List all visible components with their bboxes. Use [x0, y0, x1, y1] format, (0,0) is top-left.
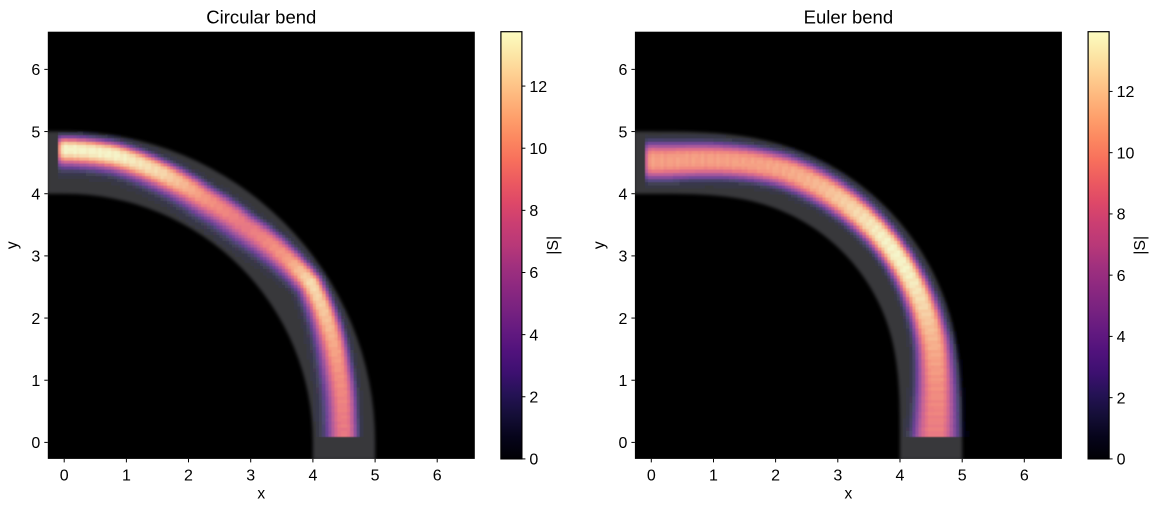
svg-text:1: 1: [122, 467, 131, 484]
svg-text:4: 4: [308, 467, 317, 484]
svg-text:6: 6: [1117, 268, 1126, 285]
svg-text:4: 4: [31, 186, 40, 203]
svg-text:0: 0: [618, 435, 627, 452]
svg-text:2: 2: [771, 467, 780, 484]
svg-text:2: 2: [31, 311, 40, 328]
svg-text:10: 10: [1117, 145, 1135, 162]
svg-text:3: 3: [833, 467, 842, 484]
svg-text:2: 2: [529, 389, 538, 406]
svg-text:6: 6: [433, 467, 442, 484]
svg-text:5: 5: [958, 467, 967, 484]
svg-text:2: 2: [184, 467, 193, 484]
svg-text:x: x: [257, 486, 265, 503]
svg-text:8: 8: [1117, 207, 1126, 224]
svg-text:y: y: [591, 241, 608, 249]
svg-text:0: 0: [1117, 452, 1126, 469]
svg-text:x: x: [845, 486, 853, 503]
svg-text:4: 4: [1117, 329, 1126, 346]
svg-text:4: 4: [529, 327, 538, 344]
svg-text:6: 6: [529, 265, 538, 282]
svg-text:0: 0: [31, 435, 40, 452]
svg-text:3: 3: [246, 467, 255, 484]
svg-text:0: 0: [529, 452, 538, 469]
svg-text:Euler bend: Euler bend: [804, 7, 893, 28]
svg-text:0: 0: [647, 467, 656, 484]
svg-text:6: 6: [618, 62, 627, 79]
svg-text:5: 5: [31, 124, 40, 141]
svg-text:2: 2: [1117, 390, 1126, 407]
svg-text:1: 1: [709, 467, 718, 484]
svg-text:5: 5: [371, 467, 380, 484]
svg-text:|S|: |S|: [545, 236, 562, 255]
svg-text:|S|: |S|: [1132, 236, 1149, 255]
svg-text:4: 4: [618, 186, 627, 203]
svg-text:6: 6: [31, 62, 40, 79]
svg-text:5: 5: [618, 124, 627, 141]
svg-text:10: 10: [529, 141, 547, 158]
svg-text:1: 1: [31, 373, 40, 390]
svg-text:2: 2: [618, 311, 627, 328]
svg-text:4: 4: [896, 467, 905, 484]
svg-text:0: 0: [60, 467, 69, 484]
svg-text:12: 12: [1117, 84, 1135, 101]
svg-text:Circular bend: Circular bend: [206, 7, 316, 28]
svg-text:3: 3: [618, 249, 627, 266]
svg-text:6: 6: [1020, 467, 1029, 484]
svg-text:8: 8: [529, 203, 538, 220]
svg-text:3: 3: [31, 249, 40, 266]
svg-text:12: 12: [529, 79, 547, 96]
svg-text:y: y: [4, 241, 21, 249]
svg-text:1: 1: [618, 373, 627, 390]
